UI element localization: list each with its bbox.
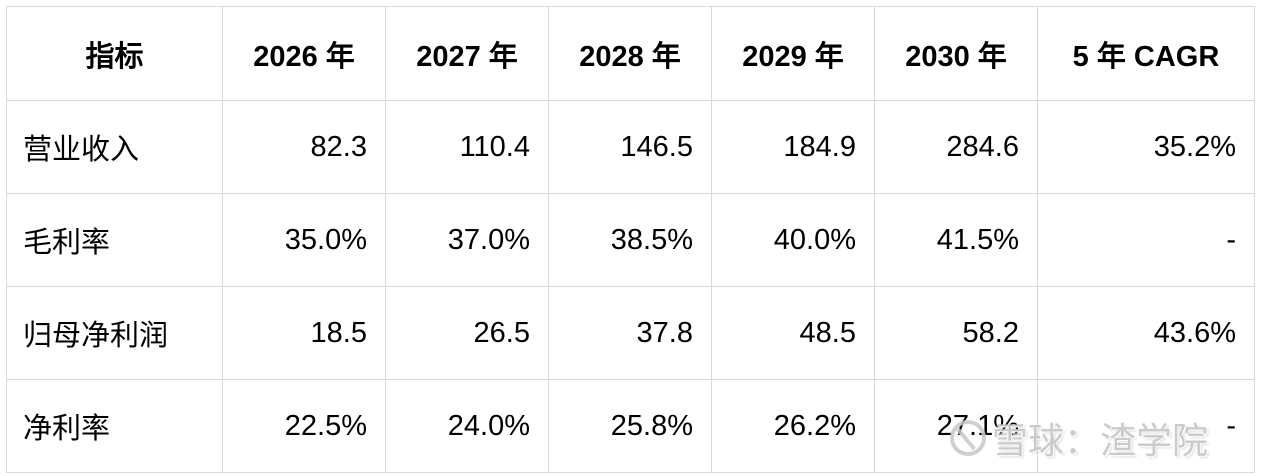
table-row: 毛利率 35.0% 37.0% 38.5% 40.0% 41.5% - bbox=[6, 193, 1255, 287]
header-cell: 2029 年 bbox=[711, 6, 875, 101]
table-cell: 58.2 bbox=[874, 286, 1038, 380]
table-cell: 110.4 bbox=[385, 100, 549, 194]
table-cell: 40.0% bbox=[711, 193, 875, 287]
forecast-table: 指标 2026 年 2027 年 2028 年 2029 年 2030 年 5 … bbox=[6, 6, 1255, 473]
row-label: 净利率 bbox=[6, 379, 223, 473]
row-label: 营业收入 bbox=[6, 100, 223, 194]
table-cell: 18.5 bbox=[222, 286, 386, 380]
table-cell: 284.6 bbox=[874, 100, 1038, 194]
row-label: 归母净利润 bbox=[6, 286, 223, 380]
table-row: 净利率 22.5% 24.0% 25.8% 26.2% 27.1% - bbox=[6, 379, 1255, 473]
header-cell: 指标 bbox=[6, 6, 223, 101]
table-cell: 38.5% bbox=[548, 193, 712, 287]
header-cell: 5 年 CAGR bbox=[1037, 6, 1255, 101]
table-cell: 146.5 bbox=[548, 100, 712, 194]
table-cell: - bbox=[1037, 193, 1255, 287]
table-cell: 184.9 bbox=[711, 100, 875, 194]
table-cell: 22.5% bbox=[222, 379, 386, 473]
watermark: 雪球：渣学院 bbox=[950, 412, 1208, 464]
table-cell: 26.2% bbox=[711, 379, 875, 473]
table-cell: - bbox=[1037, 379, 1255, 473]
table-cell: 35.2% bbox=[1037, 100, 1255, 194]
table-cell: 25.8% bbox=[548, 379, 712, 473]
table-row: 归母净利润 18.5 26.5 37.8 48.5 58.2 43.6% bbox=[6, 286, 1255, 380]
header-cell: 2027 年 bbox=[385, 6, 549, 101]
snowball-logo-icon bbox=[950, 420, 986, 456]
table-cell: 37.0% bbox=[385, 193, 549, 287]
header-cell: 2028 年 bbox=[548, 6, 712, 101]
table-cell: 48.5 bbox=[711, 286, 875, 380]
watermark-text: 雪球：渣学院 bbox=[992, 420, 1209, 461]
table-cell: 24.0% bbox=[385, 379, 549, 473]
row-label: 毛利率 bbox=[6, 193, 223, 287]
table-cell: 37.8 bbox=[548, 286, 712, 380]
table-cell: 26.5 bbox=[385, 286, 549, 380]
table-cell: 82.3 bbox=[222, 100, 386, 194]
header-cell: 2026 年 bbox=[222, 6, 386, 101]
table-row: 营业收入 82.3 110.4 146.5 184.9 284.6 35.2% bbox=[6, 100, 1255, 194]
table-cell: 43.6% bbox=[1037, 286, 1255, 380]
table-cell: 41.5% bbox=[874, 193, 1038, 287]
header-row: 指标 2026 年 2027 年 2028 年 2029 年 2030 年 5 … bbox=[6, 6, 1255, 101]
header-cell: 2030 年 bbox=[874, 6, 1038, 101]
table-cell: 35.0% bbox=[222, 193, 386, 287]
